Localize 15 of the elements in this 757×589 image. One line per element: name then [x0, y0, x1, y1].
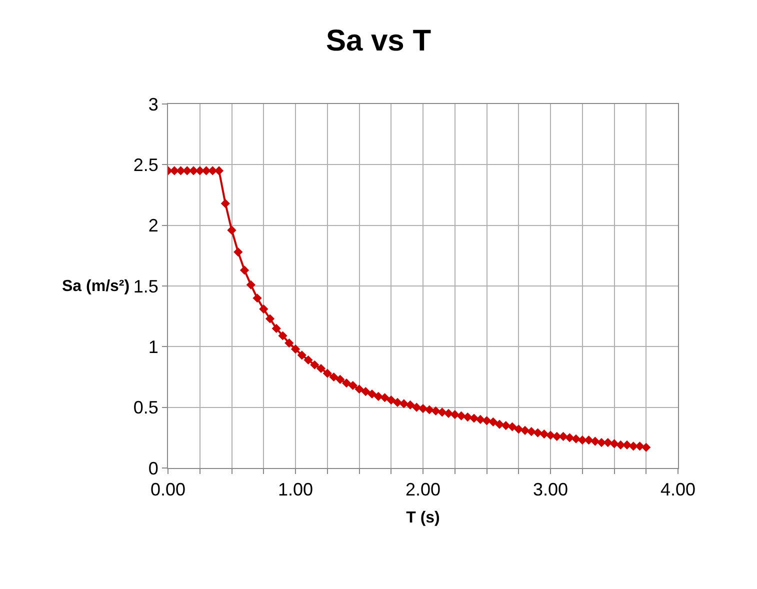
y-tick-label: 2.5	[133, 154, 158, 175]
x-tick-label: 0.00	[150, 480, 186, 500]
y-tick-label: 3	[148, 94, 158, 114]
x-axis-title: T (s)	[406, 509, 440, 526]
chart-title: Sa vs T	[326, 24, 432, 58]
x-tick-label: 1.00	[278, 480, 314, 500]
x-tick-label: 2.00	[405, 480, 441, 500]
x-tick-label: 4.00	[660, 480, 696, 500]
y-tick-label: 1.5	[133, 276, 158, 296]
x-tick-label: 3.00	[532, 480, 568, 500]
y-axis-title: Sa (m/s²)	[62, 278, 130, 295]
y-tick-label: 1	[148, 336, 158, 357]
y-tick-label: 0	[148, 458, 158, 478]
y-tick-label: 0.5	[133, 398, 158, 418]
y-tick-label: 2	[148, 216, 158, 236]
